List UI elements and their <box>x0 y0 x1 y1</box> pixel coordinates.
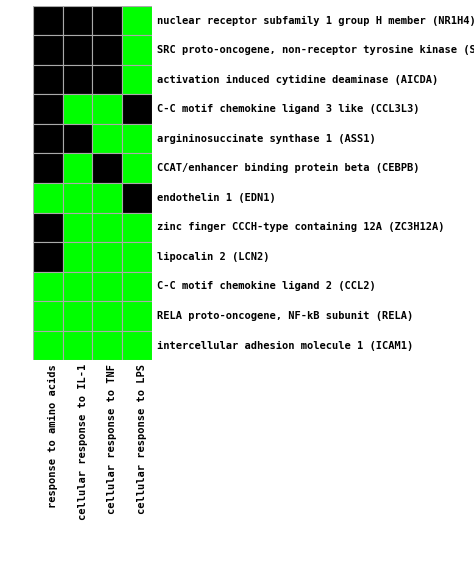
Text: cellular response to LPS: cellular response to LPS <box>137 364 147 514</box>
Bar <box>63 183 92 213</box>
Bar <box>92 331 122 360</box>
Bar <box>92 242 122 272</box>
Bar <box>33 94 63 124</box>
Bar <box>92 301 122 331</box>
Bar <box>122 183 152 213</box>
Text: SRC proto-oncogene, non-receptor tyrosine kinase (SRC): SRC proto-oncogene, non-receptor tyrosin… <box>157 45 474 55</box>
Bar <box>63 35 92 65</box>
Bar <box>63 242 92 272</box>
Bar <box>63 272 92 301</box>
Text: activation induced cytidine deaminase (AICDA): activation induced cytidine deaminase (A… <box>157 74 438 85</box>
Bar <box>33 183 63 213</box>
Bar <box>122 331 152 360</box>
Text: lipocalin 2 (LCN2): lipocalin 2 (LCN2) <box>157 252 269 262</box>
Bar <box>92 35 122 65</box>
Bar <box>92 183 122 213</box>
Text: RELA proto-oncogene, NF-kB subunit (RELA): RELA proto-oncogene, NF-kB subunit (RELA… <box>157 311 413 321</box>
Bar <box>63 124 92 153</box>
Bar <box>92 6 122 35</box>
Bar <box>33 331 63 360</box>
Bar <box>63 94 92 124</box>
Bar <box>33 35 63 65</box>
Text: argininosuccinate synthase 1 (ASS1): argininosuccinate synthase 1 (ASS1) <box>157 134 375 144</box>
Bar <box>92 124 122 153</box>
Bar <box>92 213 122 242</box>
Bar <box>63 65 92 94</box>
Bar <box>122 213 152 242</box>
Text: cellular response to IL-1: cellular response to IL-1 <box>78 364 88 520</box>
Text: C-C motif chemokine ligand 3 like (CCL3L3): C-C motif chemokine ligand 3 like (CCL3L… <box>157 104 419 114</box>
Bar <box>33 124 63 153</box>
Bar <box>33 65 63 94</box>
Text: endothelin 1 (EDN1): endothelin 1 (EDN1) <box>157 193 275 203</box>
Bar <box>33 242 63 272</box>
Text: C-C motif chemokine ligand 2 (CCL2): C-C motif chemokine ligand 2 (CCL2) <box>157 281 375 292</box>
Bar <box>63 331 92 360</box>
Bar <box>33 301 63 331</box>
Bar <box>33 6 63 35</box>
Bar <box>122 94 152 124</box>
Bar <box>92 65 122 94</box>
Bar <box>122 153 152 183</box>
Bar <box>122 242 152 272</box>
Text: nuclear receptor subfamily 1 group H member (NR1H4): nuclear receptor subfamily 1 group H mem… <box>157 15 474 26</box>
Text: CCAT/enhancer binding protein beta (CEBPB): CCAT/enhancer binding protein beta (CEBP… <box>157 163 419 173</box>
Text: response to amino acids: response to amino acids <box>48 364 58 508</box>
Bar <box>122 65 152 94</box>
Bar <box>33 153 63 183</box>
Bar <box>63 6 92 35</box>
Bar <box>122 124 152 153</box>
Bar <box>63 301 92 331</box>
Bar <box>92 272 122 301</box>
Bar <box>33 272 63 301</box>
Bar <box>122 272 152 301</box>
Text: zinc finger CCCH-type containing 12A (ZC3H12A): zinc finger CCCH-type containing 12A (ZC… <box>157 223 444 232</box>
Text: cellular response to TNF: cellular response to TNF <box>107 364 117 514</box>
Bar <box>63 213 92 242</box>
Bar <box>122 301 152 331</box>
Bar <box>63 153 92 183</box>
Bar <box>122 6 152 35</box>
Bar <box>122 35 152 65</box>
Text: intercellular adhesion molecule 1 (ICAM1): intercellular adhesion molecule 1 (ICAM1… <box>157 340 413 351</box>
Bar <box>92 94 122 124</box>
Bar <box>92 153 122 183</box>
Bar <box>33 213 63 242</box>
